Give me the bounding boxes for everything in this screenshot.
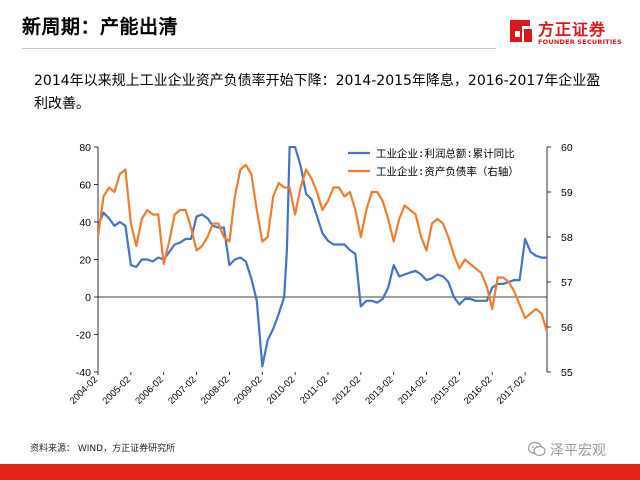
y-right-tick-label: 56: [561, 322, 573, 334]
line-chart: -40 -20 0 20 40 60 80 55 56 57 58 59 60 2004-02 2005-0…: [68, 142, 573, 407]
x-tick-label: 2015-02: [429, 374, 461, 406]
x-tick-label: 2009-02: [232, 374, 264, 406]
x-tick-label: 2006-02: [133, 374, 165, 406]
founder-logo-icon: [510, 20, 532, 42]
x-tick-label: 2017-02: [495, 374, 527, 406]
y-left-tick-label: 60: [79, 180, 91, 192]
series-group: [98, 146, 547, 368]
legend-label: 工业企业:利润总额:累计同比: [376, 147, 515, 160]
y-left-tick-label: 80: [79, 142, 91, 154]
series-line-profit-growth: [98, 146, 547, 368]
x-tick-label: 2016-02: [462, 374, 494, 406]
y-left-tick-label: 0: [85, 292, 91, 304]
page-title: 新周期：产能出清: [22, 16, 179, 38]
y-right-tick-label: 57: [561, 277, 573, 289]
x-tick-label: 2011-02: [298, 374, 330, 406]
legend-label: 工业企业:资产负债率（右轴）: [376, 165, 519, 178]
header-divider: [22, 48, 496, 49]
y-left-tick-label: 20: [79, 255, 91, 267]
y-left-tick-label: 40: [79, 217, 91, 229]
slide-subtitle: 2014年以来规上工业企业资产负债率开始下降：2014-2015年降息，2016…: [34, 73, 601, 112]
footer-bar: [0, 464, 640, 480]
y-right-tick-label: 59: [561, 187, 573, 199]
x-tick-label: 2013-02: [363, 374, 395, 406]
x-tick-label: 2004-02: [68, 374, 100, 406]
y-right-tick-label: 55: [561, 367, 573, 379]
brand-name-cn: 方正证券: [538, 20, 607, 39]
x-tick-label: 2012-02: [331, 374, 363, 406]
y-right-tick-label: 60: [561, 142, 573, 154]
series-line-debt-ratio: [98, 163, 547, 333]
brand-logo: 方正证券 FOUNDER SECURITIES: [508, 14, 628, 54]
x-tick-label: 2010-02: [265, 374, 297, 406]
wechat-icon: [528, 441, 546, 457]
watermark-text: 泽平宏观: [550, 443, 606, 459]
x-tick-label: 2008-02: [199, 374, 231, 406]
x-tick-label: 2005-02: [101, 374, 133, 406]
y-right-tick-label: 58: [561, 232, 573, 244]
y-left-tick-label: -20: [76, 330, 91, 342]
x-tick-label: 2007-02: [166, 374, 198, 406]
x-tick-label: 2014-02: [396, 374, 428, 406]
y-left-tick-label: -40: [76, 367, 91, 379]
data-source-note: 资料来源： WIND，方正证券研究所: [30, 444, 176, 454]
brand-name-en: FOUNDER SECURITIES: [538, 38, 622, 46]
